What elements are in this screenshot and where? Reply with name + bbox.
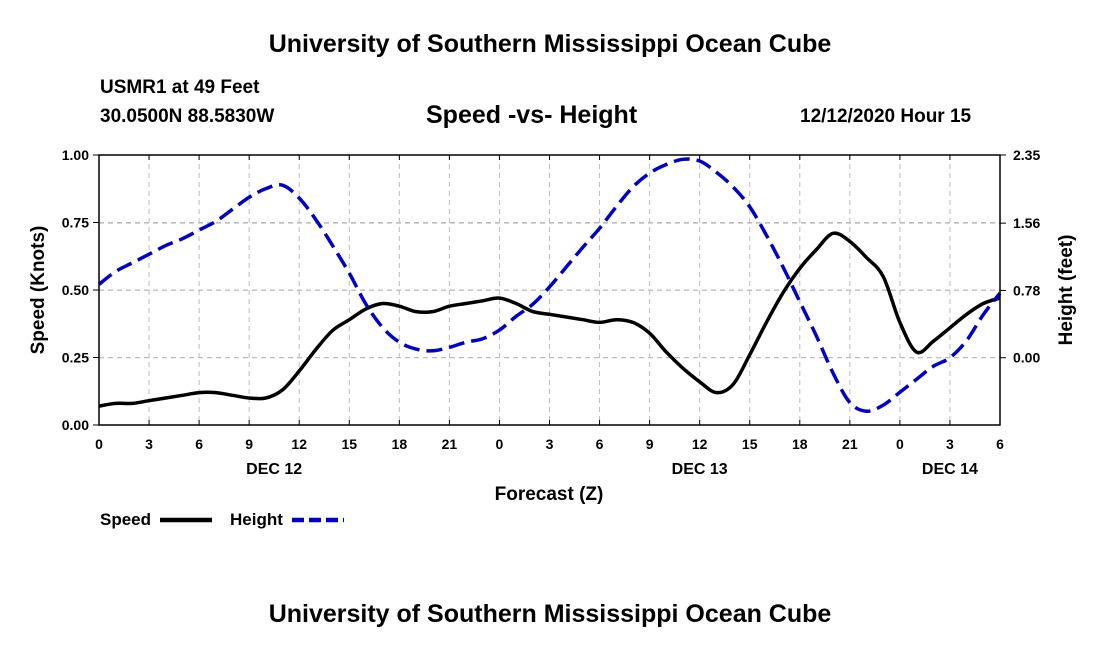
x-tick-label: 15 [742,436,758,452]
height-series-line [97,157,1002,413]
speed-series-line [98,231,1001,408]
x-axis-label: Forecast (Z) [495,484,604,505]
y2-tick-label: 1.56 [1013,215,1040,231]
y-tick-label: 0.25 [62,350,89,366]
y-axis-label-speed: Speed (Knots) [28,226,49,355]
x-tick-label: 12 [291,436,307,452]
x-tick-label: 21 [842,436,858,452]
x-tick-label: 15 [341,436,357,452]
x-tick-label: 3 [546,436,554,452]
y2-tick-label: 0.78 [1013,282,1040,298]
x-tick-label: 6 [195,436,203,452]
legend-speed-label: Speed [100,510,151,529]
y-tick-label: 0.50 [62,282,89,298]
y-tick-label: 0.00 [62,417,89,433]
x-tick-label: 6 [596,436,604,452]
y-tick-label: 0.75 [62,215,89,231]
y2-tick-label: 2.35 [1013,147,1040,163]
page-title: University of Southern Mississippi Ocean… [268,30,832,58]
legend-height-label: Height [230,510,283,529]
forecast-datetime: 12/12/2020 Hour 15 [800,106,972,127]
date-label: DEC 12 [246,461,302,478]
x-tick-label: 18 [792,436,808,452]
date-label: DEC 14 [922,461,978,478]
x-tick-label: 6 [996,436,1004,452]
chart-title: Speed -vs- Height [426,101,638,129]
x-tick-label: 0 [496,436,504,452]
x-tick-label: 0 [896,436,904,452]
x-tick-label: 9 [646,436,654,452]
station-coordinates: 30.0500N 88.5830W [100,106,275,127]
legend: Speed Height [100,510,344,529]
x-tick-label: 18 [392,436,408,452]
footer-title: University of Southern Mississippi Ocean… [268,600,832,628]
x-tick-label: 21 [442,436,458,452]
x-tick-label: 12 [692,436,708,452]
x-tick-label: 9 [245,436,253,452]
y2-tick-label: 0.00 [1013,350,1040,366]
y-tick-label: 1.00 [62,147,89,163]
x-tick-label: 3 [145,436,153,452]
x-tick-label: 3 [946,436,954,452]
y-axis-label-height: Height (feet) [1056,235,1077,346]
x-tick-label: 0 [95,436,103,452]
station-label: USMR1 at 49 Feet [100,77,260,98]
date-label: DEC 13 [672,461,728,478]
